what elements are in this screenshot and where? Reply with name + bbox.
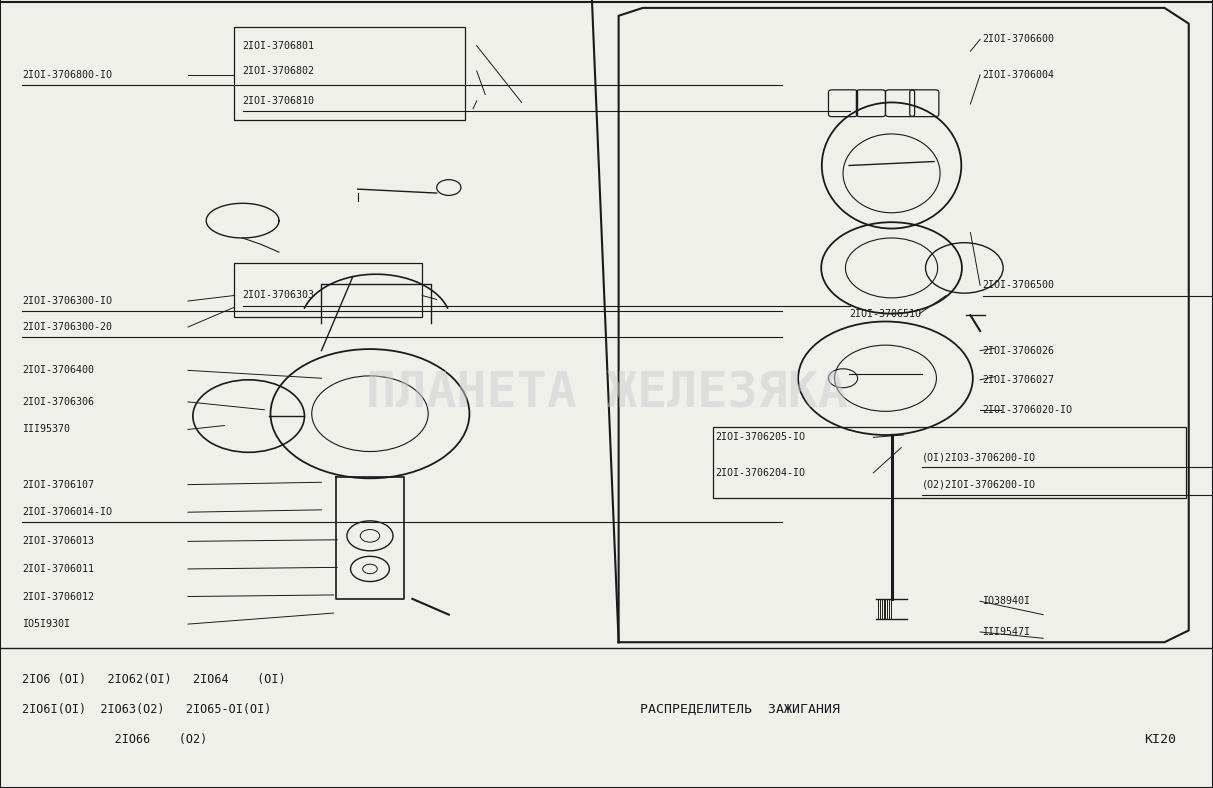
Text: 2IOI-3706801: 2IOI-3706801 [243, 41, 314, 50]
Text: 2IOI-3706800-IO: 2IOI-3706800-IO [22, 70, 112, 80]
Text: IO5I930I: IO5I930I [22, 619, 70, 629]
Text: 2IOI-3706020-IO: 2IOI-3706020-IO [983, 405, 1072, 414]
Text: 2IO6I(OI)  2IO63(O2)   2IO65-OI(OI): 2IO6I(OI) 2IO63(O2) 2IO65-OI(OI) [22, 703, 272, 716]
Text: КI20: КI20 [1145, 733, 1177, 745]
Text: 2IOI-3706306: 2IOI-3706306 [22, 397, 93, 407]
Text: 2IOI-3706012: 2IOI-3706012 [22, 592, 93, 601]
Text: РАСПРЕДЕЛИТЕЛЬ  ЗАЖИГАНИЯ: РАСПРЕДЕЛИТЕЛЬ ЗАЖИГАНИЯ [640, 703, 839, 716]
Text: IO38940I: IO38940I [983, 597, 1031, 606]
Text: III95370: III95370 [22, 425, 70, 434]
Text: 2IOI-3706300-IO: 2IOI-3706300-IO [22, 296, 112, 306]
Text: 2IOI-3706300-20: 2IOI-3706300-20 [22, 322, 112, 332]
Text: 2IOI-3706027: 2IOI-3706027 [983, 375, 1054, 385]
Text: 2IOI-3706011: 2IOI-3706011 [22, 564, 93, 574]
Text: 2IOI-3706205-IO: 2IOI-3706205-IO [716, 433, 805, 442]
Text: 2IOI-3706014-IO: 2IOI-3706014-IO [22, 507, 112, 517]
Text: 2IO6 (OI)   2IO62(OI)   2IO64    (OI): 2IO6 (OI) 2IO62(OI) 2IO64 (OI) [22, 673, 285, 686]
Text: 2IOI-3706204-IO: 2IOI-3706204-IO [716, 468, 805, 478]
Text: 2IOI-3706004: 2IOI-3706004 [983, 70, 1054, 80]
Text: 2IOI-3706810: 2IOI-3706810 [243, 96, 314, 106]
Text: 2IOI-3706600: 2IOI-3706600 [983, 35, 1054, 44]
Text: 2IOI-3706500: 2IOI-3706500 [983, 281, 1054, 290]
Text: ПЛАНЕТА ЖЕЛЕЗЯКА: ПЛАНЕТА ЖЕЛЕЗЯКА [365, 370, 848, 418]
Text: 2IOI-3706107: 2IOI-3706107 [22, 480, 93, 489]
Text: 2IOI-3706802: 2IOI-3706802 [243, 66, 314, 76]
Text: 2IOI-3706026: 2IOI-3706026 [983, 346, 1054, 355]
Text: 2IO66    (O2): 2IO66 (O2) [22, 733, 207, 745]
Text: 2IOI-3706013: 2IOI-3706013 [22, 537, 93, 546]
Text: (O2)2IOI-3706200-IO: (O2)2IOI-3706200-IO [922, 480, 1036, 489]
Text: 2IOI-3706400: 2IOI-3706400 [22, 366, 93, 375]
Text: (OI)2IO3-3706200-IO: (OI)2IO3-3706200-IO [922, 452, 1036, 462]
Text: 2IOI-3706303: 2IOI-3706303 [243, 291, 314, 300]
Text: 2IOI-370651O: 2IOI-370651O [849, 309, 921, 318]
Text: III9547I: III9547I [983, 627, 1031, 637]
